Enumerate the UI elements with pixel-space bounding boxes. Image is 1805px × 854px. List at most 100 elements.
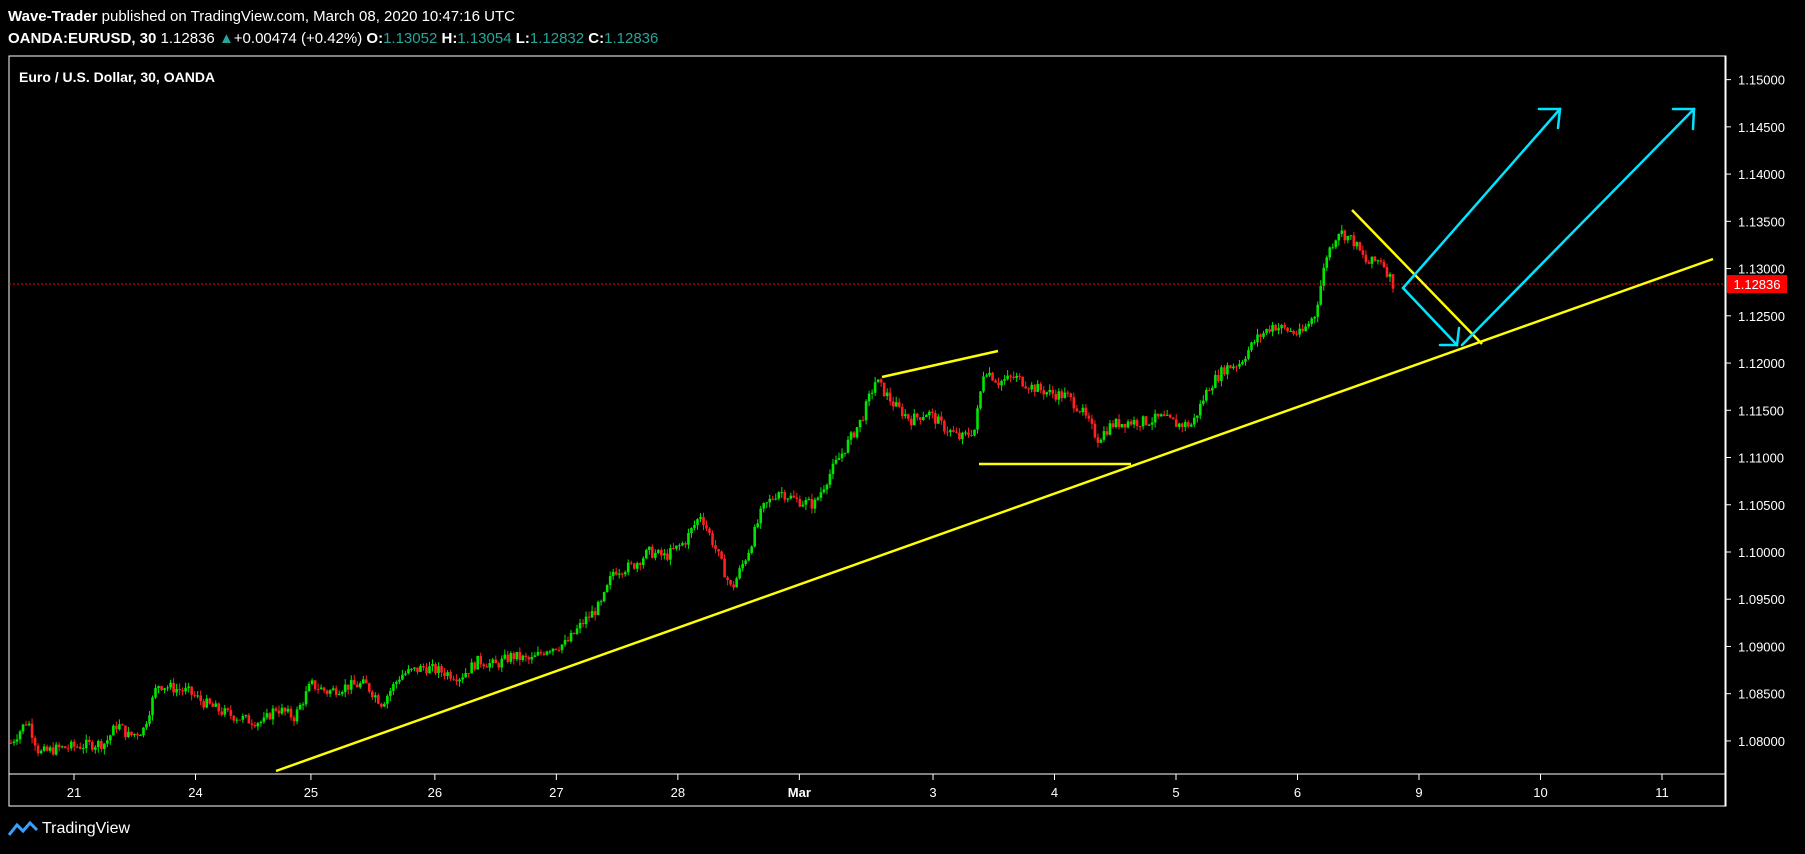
candle-body [651, 546, 654, 558]
candle-body [918, 417, 922, 420]
arrow-up-1[interactable] [1401, 107, 1562, 290]
candle-body [18, 731, 22, 740]
candle-body [1253, 342, 1256, 344]
candle-body [702, 517, 705, 526]
candle-body [897, 402, 901, 407]
candle-body [39, 750, 43, 754]
candle-body [361, 679, 365, 684]
time-tick-label: 26 [428, 785, 442, 800]
candle-body [503, 654, 507, 659]
candle-body [614, 571, 618, 575]
candle-body [1072, 397, 1076, 409]
candle-body [819, 492, 823, 498]
candle-body [1054, 393, 1058, 400]
candle-body [464, 672, 467, 678]
candle-body [313, 680, 317, 690]
upper-channel-line[interactable] [881, 349, 999, 379]
price-tick-label: 1.09500 [1738, 592, 1785, 607]
drawings[interactable] [275, 209, 1714, 773]
candle-body [611, 571, 615, 577]
candle-body [247, 715, 251, 724]
pullback-line[interactable] [1351, 209, 1483, 345]
candle-body [569, 632, 573, 642]
symbol-label: OANDA:EURUSD, 30 [8, 30, 157, 47]
low-value: 1.12832 [529, 30, 585, 47]
candle-body [334, 688, 338, 695]
price-axis[interactable]: 1.15000 1.14500 1.14000 1.13500 1.13000 1.125… [1725, 73, 1785, 749]
published-text: published on TradingView.com, March 08, … [101, 8, 515, 25]
candle-body [834, 459, 838, 464]
candle-body [60, 746, 64, 748]
candle-body [1214, 375, 1217, 388]
candle-body [121, 724, 124, 726]
candle-body [1132, 420, 1136, 425]
candle-body [449, 672, 452, 679]
candle-body [1114, 419, 1118, 427]
arrow-down[interactable] [1401, 286, 1459, 347]
forecast-arrows[interactable] [1401, 107, 1696, 347]
candle-body [75, 746, 79, 748]
footer[interactable]: TradingView [8, 820, 130, 838]
candle-body [1262, 333, 1265, 338]
candle-body [286, 708, 290, 712]
tradingview-brand[interactable]: TradingView [42, 820, 131, 837]
candle-body [1298, 328, 1301, 335]
candle-body [262, 717, 266, 722]
candle-body [1208, 389, 1211, 391]
candle-body [1301, 328, 1304, 332]
candle-body [762, 503, 766, 509]
candle-body [208, 698, 212, 704]
candle-body [1180, 423, 1184, 428]
candle-body [1340, 230, 1344, 234]
candle-body [714, 545, 717, 550]
candle-body [175, 688, 178, 693]
candle-body [1331, 247, 1335, 249]
candle-body [145, 723, 148, 728]
candle-body [952, 430, 955, 432]
candle-body [750, 546, 753, 553]
candle-body [644, 549, 648, 559]
candle-body [518, 652, 522, 661]
candle-body [629, 562, 633, 564]
candle-body [461, 677, 464, 680]
author-name[interactable]: Wave-Trader [8, 8, 98, 25]
time-axis[interactable]: 21 24 25 26 27 28 Mar 3 4 5 6 9 10 11 [67, 774, 1669, 800]
candle-body [1156, 413, 1160, 417]
candle-body [879, 379, 883, 383]
candle-body [211, 703, 215, 707]
candle-body [419, 665, 422, 672]
price-tick-label: 1.11500 [1738, 403, 1784, 418]
arrow-up-2[interactable] [1460, 107, 1696, 347]
candle-body [283, 707, 287, 712]
candle-body [922, 417, 925, 420]
candle-body [193, 694, 196, 696]
candle-body [915, 413, 919, 418]
candle-body [190, 686, 193, 695]
candle-body [346, 684, 350, 690]
candle-body [337, 693, 341, 695]
candle-body [1036, 383, 1040, 392]
candle-body [542, 653, 546, 655]
candle-body [476, 655, 479, 670]
candle-body [244, 715, 248, 717]
candle-body [139, 735, 142, 737]
candle-body [687, 533, 690, 545]
candle-body [717, 549, 720, 552]
candle-body [45, 746, 49, 751]
rising-trendline[interactable] [275, 257, 1714, 773]
candle-body [452, 678, 455, 680]
candle-body [882, 382, 886, 397]
arrow-up-2-head [1671, 107, 1696, 131]
candle-body [235, 719, 239, 721]
candle-body [690, 528, 693, 534]
candle-body [858, 419, 862, 428]
candle-body [967, 432, 970, 435]
price-tick-label: 1.13500 [1738, 214, 1785, 229]
candle-body [1238, 363, 1241, 367]
candle-body [774, 498, 778, 500]
candle-body [1295, 333, 1298, 335]
candle-body [277, 710, 281, 714]
candle-body [304, 691, 308, 705]
candle-body [596, 601, 600, 616]
